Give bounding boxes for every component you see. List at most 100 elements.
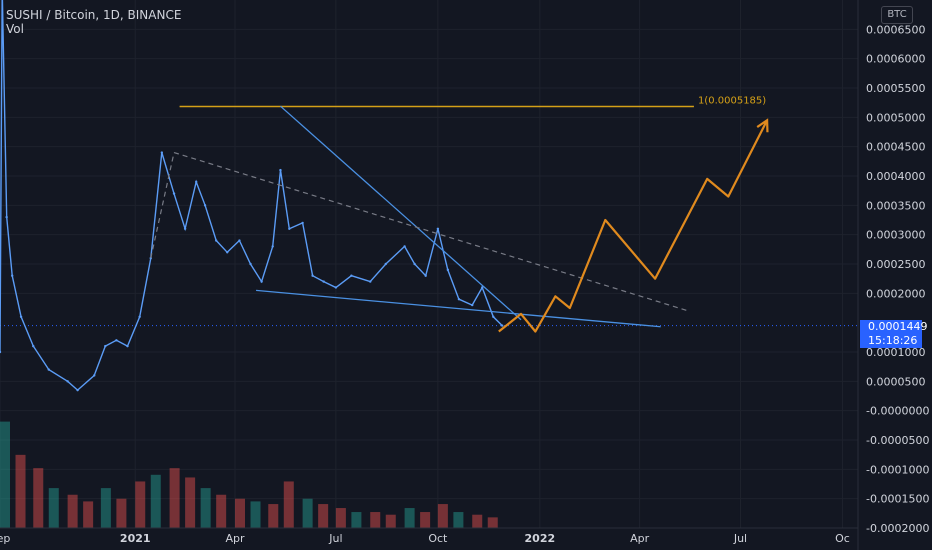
volume-bar <box>472 514 483 528</box>
price-point <box>66 380 69 383</box>
volume-bar <box>235 498 246 528</box>
volume-bar <box>370 512 381 528</box>
y-tick-label: -0.0000500 <box>866 434 929 447</box>
y-tick-label: 0.0005000 <box>866 111 926 124</box>
x-tick-label: Oct <box>428 532 448 545</box>
volume-bar <box>453 512 464 528</box>
fib-level-label: 1(0.0005185) <box>698 95 766 106</box>
price-point <box>19 315 23 318</box>
y-tick-label: 0.0002000 <box>866 287 926 300</box>
symbol-title[interactable]: SUSHI / Bitcoin, 1D, BINANCE <box>6 8 182 22</box>
volume-bar <box>100 488 111 528</box>
price-point <box>32 344 35 348</box>
volume-bar <box>420 512 431 528</box>
price-point <box>279 168 282 172</box>
x-tick-label: 2022 <box>525 532 556 545</box>
volume-bar <box>283 481 294 528</box>
wedge-upper-trendline <box>280 105 522 321</box>
price-point <box>301 221 304 225</box>
x-tick-label: Apr <box>630 532 650 545</box>
price-point <box>350 274 353 277</box>
price-point <box>446 268 450 272</box>
x-tick-label: Sep <box>0 532 10 545</box>
price-series <box>0 0 504 392</box>
y-tick-label: 0.0004000 <box>866 170 926 183</box>
y-tick-label: -0.0000000 <box>866 405 929 418</box>
x-tick-label: 2021 <box>120 532 151 545</box>
price-point <box>481 286 484 289</box>
price-point <box>195 180 198 184</box>
volume-bar <box>169 468 180 528</box>
chart-legend: SUSHI / Bitcoin, 1D, BINANCE Vol <box>6 8 181 36</box>
price-point <box>10 274 14 277</box>
price-point <box>471 303 474 307</box>
price-point <box>126 344 129 348</box>
price-point <box>203 204 207 207</box>
y-tick-label: 0.0006000 <box>866 53 926 66</box>
volume-bar <box>250 501 261 528</box>
last-price-tag: 0.0001449 15:18:26 <box>860 320 928 348</box>
price-point <box>172 192 176 195</box>
price-point <box>403 245 406 248</box>
x-tick-label: Jul <box>328 532 342 545</box>
volume-bar <box>335 508 346 528</box>
price-point <box>492 315 495 318</box>
price-point <box>76 388 79 392</box>
price-point <box>413 262 416 266</box>
volume-indicator-label[interactable]: Vol <box>6 22 24 36</box>
drawing-layer[interactable]: 1(0.0005185) <box>150 95 769 333</box>
volume-bar <box>48 488 59 528</box>
y-tick-label: 0.0001000 <box>866 346 926 359</box>
projection-arrow-head <box>756 118 769 133</box>
chart-grid <box>0 0 858 529</box>
last-price-value: 0.0001449 <box>868 320 928 333</box>
volume-bar <box>150 474 161 528</box>
price-point <box>436 227 440 230</box>
price-point <box>334 286 338 289</box>
volume-bar <box>200 488 211 528</box>
volume-bar <box>135 481 146 528</box>
price-point <box>5 215 8 219</box>
bar-countdown: 15:18:26 <box>868 334 918 347</box>
volume-bars <box>0 421 498 528</box>
price-point <box>115 339 118 342</box>
volume-bar <box>216 494 227 528</box>
volume-bar <box>351 512 362 528</box>
volume-bar <box>318 504 329 528</box>
price-point <box>311 274 314 277</box>
scale-currency-button[interactable]: BTC <box>881 6 913 24</box>
x-tick-label: Jul <box>733 532 747 545</box>
volume-bar <box>116 498 127 528</box>
y-tick-label: 0.0002500 <box>866 258 926 271</box>
volume-bar <box>185 477 196 528</box>
price-point <box>424 274 427 277</box>
volume-bar <box>0 421 10 528</box>
volume-bar <box>268 504 279 528</box>
price-point <box>369 280 372 283</box>
price-point <box>288 227 291 230</box>
x-tick-label: Apr <box>225 532 245 545</box>
price-point <box>322 280 325 283</box>
y-tick-label: 0.0005500 <box>866 82 926 95</box>
price-point <box>104 344 107 348</box>
price-point <box>183 227 187 230</box>
price-point <box>249 262 252 266</box>
price-scale[interactable]: 0.0006500 0.0006000 0.0005500 0.0005000 0.00… <box>857 0 929 550</box>
volume-bar <box>487 517 498 528</box>
time-scale[interactable]: Sep 2021 Apr Jul Oct 2022 Apr Jul Oc <box>0 527 858 545</box>
volume-bar <box>15 454 26 528</box>
price-point <box>138 315 141 318</box>
x-tick-label: Oc <box>835 532 850 545</box>
volume-bar <box>83 501 94 528</box>
y-tick-label: 0.0003000 <box>866 229 926 242</box>
y-tick-label: 0.0006500 <box>866 23 926 36</box>
volume-bar <box>302 498 313 528</box>
price-point <box>500 324 504 327</box>
volume-bar <box>404 508 415 528</box>
y-tick-label: -0.0002000 <box>866 522 929 535</box>
price-point <box>160 151 164 154</box>
price-point <box>238 239 241 242</box>
price-point <box>47 368 50 371</box>
volume-bar <box>437 504 448 528</box>
